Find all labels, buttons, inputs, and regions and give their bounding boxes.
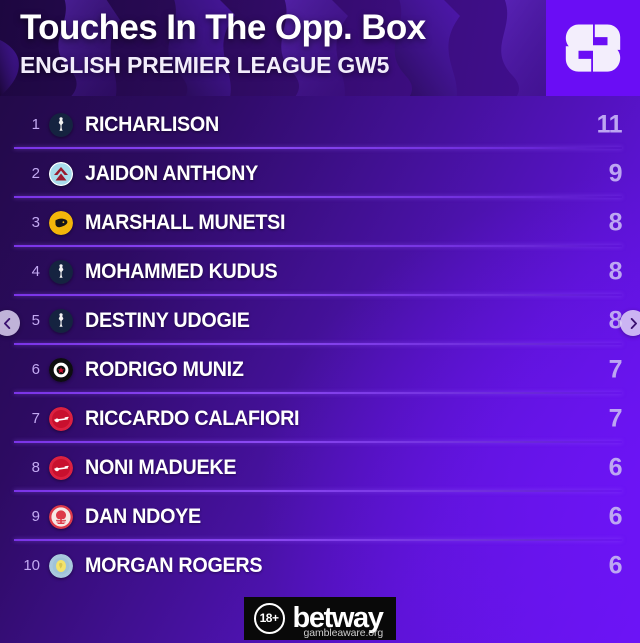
squawka-s-logo-icon bbox=[565, 24, 621, 72]
row-rank: 8 bbox=[31, 459, 40, 476]
stat-value: 9 bbox=[608, 159, 623, 187]
row-divider bbox=[14, 245, 622, 247]
player-name: MORGAN ROGERS bbox=[85, 553, 263, 577]
club-badge-icon bbox=[49, 112, 73, 137]
player-name: NONI MADUEKE bbox=[85, 455, 237, 479]
club-badge-icon bbox=[49, 259, 73, 284]
row-divider bbox=[14, 490, 622, 492]
stat-value: 11 bbox=[596, 110, 623, 138]
row-rank: 4 bbox=[31, 263, 40, 280]
player-name: DESTINY UDOGIE bbox=[85, 308, 250, 332]
row-rank: 5 bbox=[31, 312, 40, 329]
player-name: DAN NDOYE bbox=[85, 504, 201, 528]
player-name: MOHAMMED KUDUS bbox=[85, 259, 278, 283]
row-rank: 2 bbox=[31, 165, 40, 182]
chevron-right-icon bbox=[630, 317, 637, 329]
age-restriction-badge: 18+ bbox=[253, 602, 285, 634]
betway-wordmark: betway bbox=[292, 601, 384, 634]
leaderboard-row[interactable]: 1 RICHARLISON 11 bbox=[0, 100, 640, 149]
stat-value: 6 bbox=[608, 453, 623, 481]
row-rank: 3 bbox=[31, 214, 40, 231]
player-name: MARSHALL MUNETSI bbox=[85, 210, 286, 234]
row-rank: 7 bbox=[31, 410, 40, 427]
page-subtitle: ENGLISH PREMIER LEAGUE GW5 bbox=[20, 52, 390, 78]
row-divider bbox=[14, 196, 622, 198]
gambleaware-url: gambleaware.org bbox=[303, 626, 384, 639]
player-name: RODRIGO MUNIZ bbox=[85, 357, 244, 381]
row-divider bbox=[14, 392, 622, 394]
row-rank: 10 bbox=[23, 557, 40, 574]
leaderboard-row[interactable]: 10 MORGAN ROGERS 6 bbox=[0, 541, 640, 590]
row-divider bbox=[14, 441, 622, 443]
club-badge-icon bbox=[49, 161, 73, 186]
leaderboard-row[interactable]: 9 DAN NDOYE 6 bbox=[0, 492, 640, 541]
leaderboard-list: 1 RICHARLISON 11 2 JAIDON ANTHONY 9 3 MARSHALL … bbox=[0, 100, 640, 590]
stat-value: 7 bbox=[608, 355, 623, 383]
carousel-next-button[interactable] bbox=[620, 310, 640, 336]
row-rank: 9 bbox=[31, 508, 40, 525]
club-badge-icon bbox=[49, 210, 73, 235]
row-divider bbox=[14, 147, 622, 149]
player-name: RICHARLISON bbox=[85, 112, 219, 136]
row-rank: 1 bbox=[31, 116, 40, 133]
header-title-group: Touches In The Opp. Box ENGLISH PREMIER … bbox=[20, 6, 426, 80]
club-badge-icon bbox=[49, 504, 73, 529]
club-badge-icon bbox=[49, 406, 73, 431]
row-divider bbox=[14, 539, 622, 541]
leaderboard-row[interactable]: 7 RICCARDO CALAFIORI 7 bbox=[0, 394, 640, 443]
stat-value: 7 bbox=[608, 404, 623, 432]
player-name: RICCARDO CALAFIORI bbox=[85, 406, 300, 430]
club-badge-icon bbox=[49, 357, 73, 382]
leaderboard-row[interactable]: 8 NONI MADUEKE 6 bbox=[0, 443, 640, 492]
leaderboard-row[interactable]: 3 MARSHALL MUNETSI 8 bbox=[0, 198, 640, 247]
player-name: JAIDON ANTHONY bbox=[85, 161, 258, 185]
leaderboard-row[interactable]: 2 JAIDON ANTHONY 9 bbox=[0, 149, 640, 198]
stat-value: 8 bbox=[608, 306, 623, 334]
club-badge-icon bbox=[49, 308, 73, 333]
leaderboard-row[interactable]: 6 RODRIGO MUNIZ 7 bbox=[0, 345, 640, 394]
chevron-left-icon bbox=[3, 317, 10, 329]
header-banner: Touches In The Opp. Box ENGLISH PREMIER … bbox=[0, 0, 640, 96]
stat-value: 6 bbox=[608, 502, 623, 530]
club-badge-icon bbox=[49, 553, 73, 578]
sponsor-footer: 18+ betway gambleaware.org bbox=[0, 593, 640, 643]
betway-banner[interactable]: 18+ betway gambleaware.org bbox=[243, 596, 397, 640]
stat-value: 8 bbox=[608, 257, 623, 285]
flame-pattern-decoration bbox=[0, 0, 640, 96]
leaderboard-row[interactable]: 5 DESTINY UDOGIE 8 bbox=[0, 296, 640, 345]
row-divider bbox=[14, 343, 622, 345]
stat-value: 6 bbox=[608, 551, 623, 579]
carousel-prev-button[interactable] bbox=[0, 310, 20, 336]
row-rank: 6 bbox=[31, 361, 40, 378]
leaderboard-row[interactable]: 4 MOHAMMED KUDUS 8 bbox=[0, 247, 640, 296]
brand-logo-block[interactable] bbox=[546, 0, 640, 96]
page-title: Touches In The Opp. Box bbox=[20, 8, 426, 47]
stat-value: 8 bbox=[608, 208, 623, 236]
club-badge-icon bbox=[49, 455, 73, 480]
row-divider bbox=[14, 294, 622, 296]
